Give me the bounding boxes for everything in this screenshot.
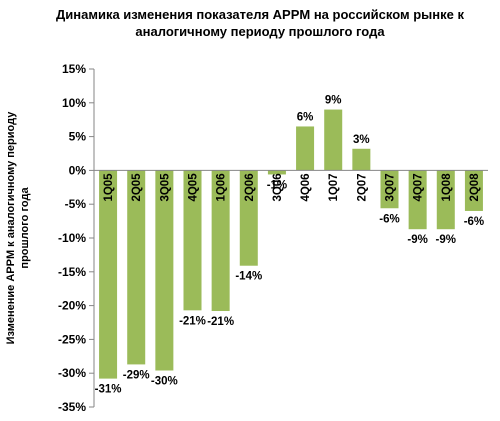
category-label: 3Q06 (272, 173, 284, 201)
data-labels: -31%-29%-30%-21% -21%-14%-1%6%9%3%-6%-9% -… (95, 95, 485, 396)
bar-2Q06 (239, 170, 258, 266)
data-label: 9% (325, 95, 342, 107)
bar-3Q06 (267, 170, 286, 175)
data-label: -21% (179, 315, 206, 327)
data-label: -30% (151, 375, 178, 387)
data-label: -6% (379, 213, 399, 225)
y-tick-label: 0% (69, 163, 87, 177)
data-label: -29% (123, 369, 150, 381)
category-label: 1Q05 (103, 173, 115, 202)
category-label: 2Q06 (244, 173, 256, 201)
category-label: 4Q06 (300, 173, 312, 201)
bar-3Q05 (155, 170, 174, 371)
category-label: 4Q05 (188, 173, 200, 202)
bar-3Q07 (380, 170, 399, 209)
bar-2Q07 (352, 148, 371, 171)
chart-title: Динамика изменения показателя APPM на ро… (56, 7, 464, 39)
data-label: -6% (464, 216, 484, 228)
category-label: 2Q05 (131, 173, 143, 202)
bar-4Q05 (183, 170, 202, 311)
y-tick-label: 15% (62, 62, 86, 76)
bar-2Q05 (127, 170, 146, 365)
bar-1Q08 (436, 170, 455, 230)
y-tick-label: -5% (65, 197, 87, 211)
y-tick-label: -15% (58, 265, 86, 279)
data-label: -9% (436, 234, 456, 246)
category-label: 2Q07 (356, 173, 368, 201)
y-axis: 15% 10% 5% 0% -5% -10% -15% -20% -25% -30% -35% (58, 62, 95, 414)
data-label: 3% (353, 134, 370, 146)
bar-1Q07 (324, 109, 343, 171)
y-tick-label: -35% (58, 400, 86, 414)
y-tick-label: -10% (58, 231, 86, 245)
bar-1Q06 (211, 170, 230, 312)
category-label: 3Q07 (385, 173, 397, 201)
y-tick-label: 5% (69, 130, 87, 144)
category-label: 1Q08 (441, 173, 453, 202)
bar-4Q06 (296, 126, 315, 171)
data-label: -1% (267, 179, 287, 191)
category-label: 1Q07 (328, 173, 340, 201)
y-tick-label: -20% (58, 299, 86, 313)
data-label: -9% (407, 234, 427, 246)
bar-4Q07 (408, 170, 427, 230)
data-label: -31% (95, 384, 122, 396)
y-tick-label: 10% (62, 96, 86, 110)
category-label: 2Q08 (469, 173, 481, 202)
data-label: -14% (235, 271, 262, 283)
category-label: 4Q07 (413, 173, 425, 201)
category-label: 3Q05 (159, 173, 171, 202)
data-label: -21% (207, 316, 234, 328)
bar-1Q05 (99, 170, 118, 379)
y-tick-label: -30% (58, 366, 86, 380)
category-labels: 1Q05 2Q05 3Q05 4Q05 1Q06 2Q06 3Q06 4Q06 1Q07 2Q07… (103, 173, 481, 202)
data-label: 6% (297, 111, 314, 123)
bars (94, 109, 488, 379)
y-tick-label: -25% (58, 332, 86, 346)
bar-2Q08 (464, 170, 483, 211)
category-label: 1Q06 (216, 173, 228, 201)
